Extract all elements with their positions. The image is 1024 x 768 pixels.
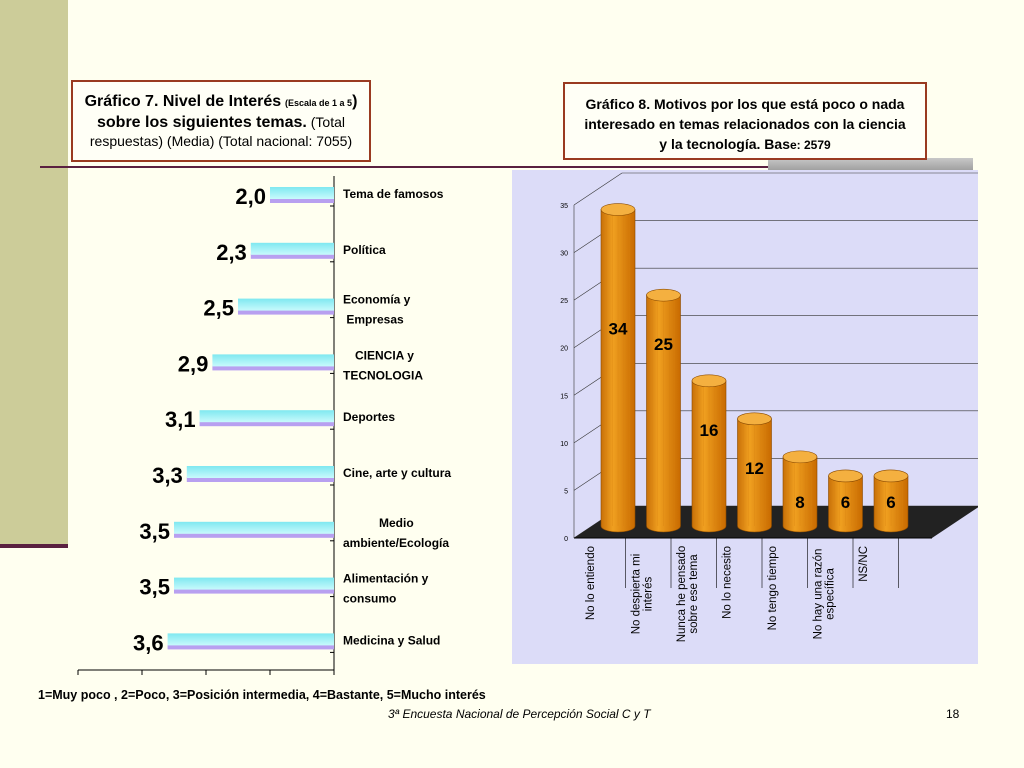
chart1-bar: [212, 354, 334, 367]
chart2-value-label: 25: [654, 335, 673, 354]
chart1-bar: [250, 242, 334, 255]
chart1-value-label: 2,0: [235, 184, 266, 209]
chart1-value-label: 3,5: [139, 519, 170, 544]
chart2-category-label: No hay una razónespecífica: [813, 549, 837, 640]
chart1-title-main: Gráfico 7. Nivel de Interés: [84, 93, 282, 110]
chart2-value-label: 6: [886, 493, 895, 512]
chart2-y-tick-label: 15: [560, 393, 568, 400]
chart1-category-label: Tema de famosos: [343, 187, 444, 201]
chart1-x-tick-label: 4: [138, 682, 145, 684]
chart2-y-tick-label: 10: [560, 441, 568, 448]
chart1-x-tick-label: 3: [202, 682, 209, 684]
chart1-bar-shadow: [212, 365, 334, 371]
chart2-category-label: No lo necesito: [722, 546, 734, 619]
chart1-bar-shadow: [270, 198, 334, 203]
chart1-value-label: 3,1: [165, 407, 196, 432]
chart2-grid-side: [573, 172, 623, 206]
chart2-y-tick-label: 0: [564, 536, 568, 543]
chart2-y-tick-label: 35: [560, 203, 568, 210]
chart1-title-line3: respuestas) (Media) (Total nacional: 705…: [89, 133, 353, 149]
chart1-title-line2-bold: sobre los siguientes temas.: [97, 114, 307, 131]
chart1-x-tick-label: 1: [330, 682, 337, 684]
chart1-bar: [174, 577, 334, 590]
chart1-category-label: Alimentación y consumo: [343, 572, 429, 606]
chart1-bar: [270, 187, 334, 199]
chart1-bar: [238, 298, 334, 311]
chart2-value-label: 6: [841, 493, 850, 512]
chart1-bar-shadow: [174, 588, 334, 594]
chart2-title-line2: interesado en temas relacionados con la …: [584, 116, 906, 132]
chart1-category-label: Cine, arte y cultura: [343, 466, 451, 480]
chart1-x-tick-label: 2: [266, 682, 273, 684]
chart1-title-line2-rest: (Total: [310, 114, 345, 130]
chart1-value-label: 2,3: [216, 240, 247, 265]
chart2-category-label: No despierta miinterés: [631, 554, 655, 635]
chart1-bar-shadow: [238, 309, 334, 315]
chart2-category-label: No lo entiendo: [585, 546, 597, 620]
chart2-cylinder-top: [600, 203, 636, 216]
chart2-cylinder-top: [646, 288, 681, 302]
chart2-value-label: 12: [745, 459, 764, 478]
chart1-category-label: Política: [343, 243, 386, 257]
chart1-interest-bars: 2,0 Tema de famosos 2,3 Política 2,5 Economía…: [74, 176, 451, 684]
chart1-value-label: 3,5: [139, 575, 170, 600]
chart2-title-line1: Gráfico 8. Motivos por los que está poco…: [585, 96, 905, 112]
chart1-value-label: 2,9: [178, 351, 209, 376]
chart2-cylinder-top: [691, 374, 727, 388]
chart2-y-tick-label: 30: [560, 251, 568, 258]
chart1-title-close: ): [352, 93, 358, 110]
chart1-title-box: Gráfico 7. Nivel de Interés (Escala de 1…: [71, 80, 371, 162]
left-sidebar-band: [0, 0, 68, 546]
accent-strip: [768, 158, 973, 172]
chart2-category-label: No tengo tiempo: [767, 546, 779, 630]
chart1-bar-shadow: [174, 532, 334, 538]
chart1-category-label: Medio ambiente/Ecología: [343, 516, 449, 550]
chart2-title-line3a: y la tecnología. Bas: [659, 136, 790, 152]
chart1-value-label: 3,6: [133, 630, 164, 655]
chart1-bar-shadow: [250, 253, 334, 259]
chart1-category-label: CIENCIA y TECNOLOGIA: [343, 348, 423, 382]
chart2-y-tick-label: 25: [560, 298, 568, 305]
chart2-value-label: 34: [609, 320, 628, 339]
chart1-bar: [174, 521, 334, 534]
chart1-category-label: Economía y Empresas: [343, 293, 411, 327]
chart1-bar-shadow: [199, 421, 334, 427]
chart2-cylinder-top: [828, 469, 863, 483]
page-number: 18: [946, 707, 960, 721]
chart1-category-label: Medicina y Salud: [343, 633, 440, 647]
sidebar-divider: [0, 544, 68, 548]
title-divider-line: [40, 166, 940, 168]
chart1-bar-shadow: [186, 477, 334, 482]
chart2-category-label: Nunca he pensadosobre ese tema: [676, 546, 700, 643]
chart2-title-box: Gráfico 8. Motivos por los que está poco…: [563, 82, 927, 160]
chart1-bar: [186, 466, 334, 478]
footer-source: 3ª Encuesta Nacional de Percepción Socia…: [388, 707, 651, 721]
chart2-y-tick-label: 5: [564, 488, 568, 495]
chart1-value-label: 2,5: [203, 296, 234, 321]
chart2-value-label: 16: [700, 421, 719, 440]
chart1-x-tick-label: 5: [74, 682, 81, 684]
chart2-cylinder-top: [782, 450, 818, 464]
chart1-bar: [199, 410, 334, 423]
chart2-category-label: NS/NC: [858, 546, 870, 582]
chart1-bar-shadow: [167, 644, 334, 650]
chart2-value-label: 8: [795, 493, 804, 512]
chart1-value-label: 3,3: [152, 463, 183, 488]
chart1-title-small: (Escala de 1 a 5: [285, 98, 353, 108]
chart2-reasons-cylinders: 0 5 10 15 20 25 30 35 34 No lo entiendo 25 No despi…: [512, 170, 978, 664]
chart2-y-tick-label: 20: [560, 346, 568, 353]
chart1-category-label: Deportes: [343, 410, 395, 424]
chart1-bar: [167, 633, 334, 646]
chart2-cylinder-top: [737, 412, 772, 426]
chart2-cylinder-top: [873, 469, 909, 483]
chart2-title-line3b: e: 2579: [790, 138, 831, 152]
scale-note: 1=Muy poco , 2=Poco, 3=Posición intermed…: [38, 688, 486, 702]
